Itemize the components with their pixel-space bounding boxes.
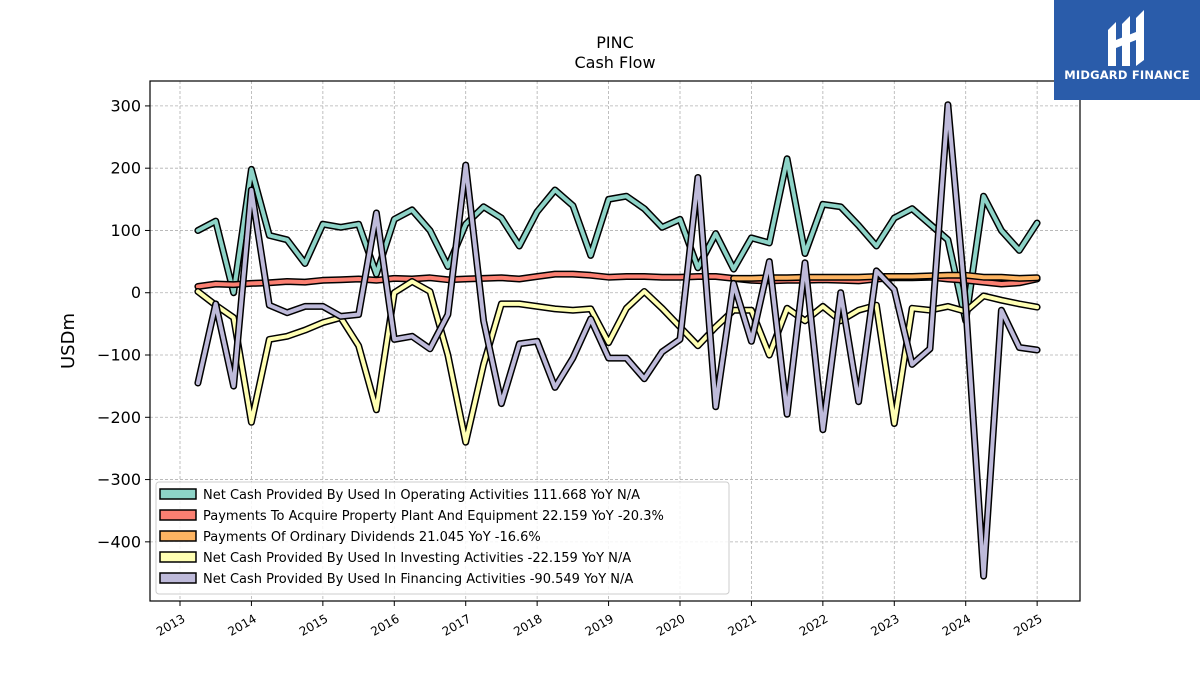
y-tick-label: −100 [97,346,141,365]
legend-swatch [159,488,197,500]
y-tick-label: 100 [110,221,141,240]
y-axis-label: USDm [58,313,79,369]
x-tick-label: 2024 [940,611,973,638]
y-tick-label: −300 [97,470,141,489]
series-0-line [195,156,1040,323]
y-tick-label: 200 [110,159,141,178]
x-tick-label: 2020 [654,611,687,638]
y-tick-label: 300 [110,96,141,115]
legend-swatch [159,530,197,542]
y-tick-label: −200 [97,408,141,427]
x-tick-label: 2015 [297,611,330,638]
series-lines [194,101,1041,580]
legend-swatch [159,509,197,521]
series-4-line [195,102,1040,579]
x-tick-label: 2013 [154,611,187,638]
legend: Net Cash Provided By Used In Operating A… [155,481,730,595]
x-axis: 2013 2014 2015 2016 2017 2018 2019 2020 2021 2022… [154,601,1045,639]
legend-swatch [159,572,197,584]
y-tick-label: −400 [97,532,141,551]
legend-box [155,481,730,595]
y-tick-label: 0 [131,283,141,302]
x-tick-label: 2025 [1011,611,1044,638]
legend-entry: Payments To Acquire Property Plant And E… [203,509,664,524]
logo-text: MIDGARD FINANCE [1064,68,1190,82]
chart-subtitle: Cash Flow [574,53,655,72]
series-0-outline [194,155,1041,325]
plot-frame [149,80,1081,602]
x-tick-label: 2018 [511,611,544,638]
x-tick-label: 2022 [797,611,830,638]
x-tick-label: 2019 [583,611,616,638]
legend-swatch [159,551,197,563]
legend-entry: Net Cash Provided By Used In Operating A… [203,488,640,503]
legend-entry: Payments Of Ordinary Dividends 21.045 Yo… [203,530,541,545]
midgard-finance-logo: MIDGARD FINANCE [1054,0,1200,100]
x-tick-label: 2016 [368,611,401,638]
x-tick-label: 2021 [725,611,758,638]
legend-entry: Net Cash Provided By Used In Investing A… [203,551,631,566]
y-axis: 300 200 100 0 −100 −200 −300 −400 [97,96,150,551]
x-tick-label: 2023 [868,611,901,638]
chart-title: PINC [596,33,634,52]
x-tick-label: 2017 [440,611,473,638]
x-tick-label: 2014 [225,611,258,638]
midgard-logo-icon [1108,10,1144,66]
legend-entry: Net Cash Provided By Used In Financing A… [203,572,633,587]
